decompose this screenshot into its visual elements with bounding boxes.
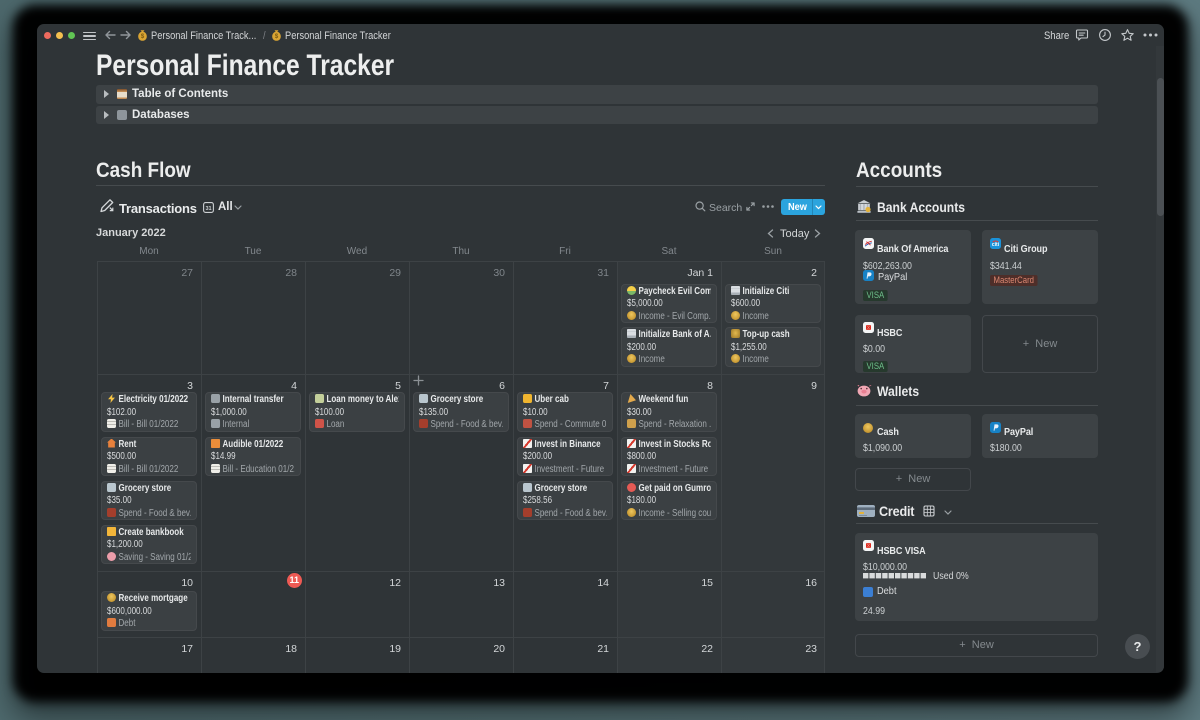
svg-text:$: $ — [141, 34, 145, 40]
svg-text:citi: citi — [992, 242, 1000, 248]
svg-text:31: 31 — [205, 206, 211, 212]
svg-text:$: $ — [275, 34, 279, 40]
